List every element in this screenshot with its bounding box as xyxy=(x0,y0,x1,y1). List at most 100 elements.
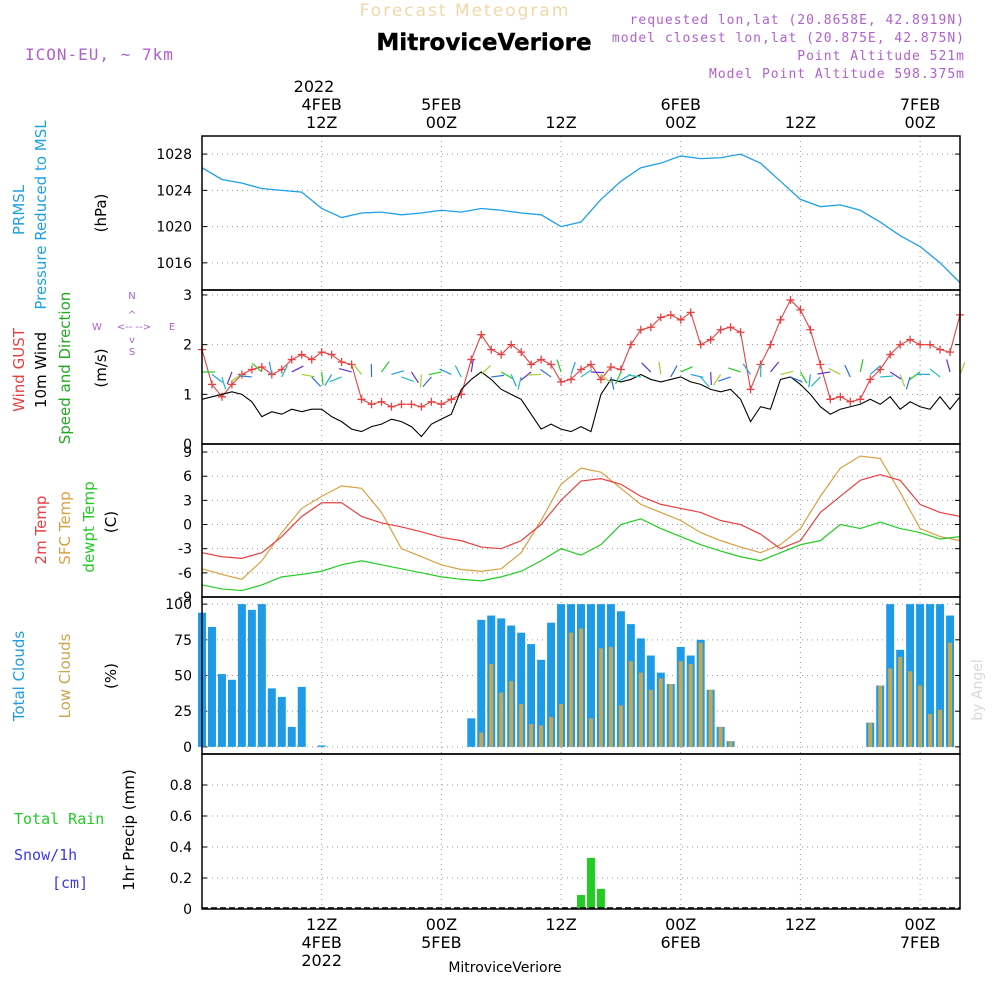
y-tick-label: 0 xyxy=(183,902,192,918)
y-tick-label: 9 xyxy=(183,445,192,461)
clouds-panel: 0 25 50 75 100 xyxy=(165,596,961,756)
total-cloud-bar xyxy=(247,609,256,747)
wind-arrow xyxy=(590,371,604,374)
wind-arrow xyxy=(301,373,315,378)
gust-marker xyxy=(886,350,895,359)
gust-marker xyxy=(497,350,506,359)
wind-arrow xyxy=(889,371,902,380)
wind-arrow xyxy=(329,376,342,383)
grid-lines xyxy=(202,444,960,598)
compass-vert: ^ xyxy=(128,310,136,321)
gust-marker xyxy=(437,400,446,409)
low-cloud-bar xyxy=(658,678,663,747)
y-tick-label: -3 xyxy=(178,542,192,558)
wind-arrow xyxy=(905,376,911,390)
gust-marker xyxy=(706,335,715,344)
pressure-label: Pressure Reduced to MSL xyxy=(32,120,50,310)
dew-label: dewpt Temp xyxy=(80,481,98,572)
model-label: ICON-EU, ~ 7km xyxy=(25,45,174,64)
pressure-unit: (hPa) xyxy=(92,194,110,233)
low-cloud-bar xyxy=(638,672,643,747)
wind-arrow xyxy=(770,361,780,373)
wind-dir-label: Speed and Direction xyxy=(56,292,74,445)
wind-arrow xyxy=(338,368,352,373)
low-cloud-bar xyxy=(698,642,703,747)
low-cloud-bar xyxy=(618,705,623,747)
total-cloud-bar xyxy=(257,604,266,747)
wind-arrow xyxy=(470,359,474,373)
top-tick-day: 7FEB xyxy=(900,95,940,114)
gust-marker xyxy=(676,315,685,324)
total-cloud-bar xyxy=(537,659,546,747)
chart-title: Forecast Meteogram xyxy=(360,1,571,21)
y-tick-label: 1024 xyxy=(156,183,192,199)
top-tick-hour: 00Z xyxy=(426,113,457,132)
low-cloud-bar xyxy=(519,704,524,747)
gust-marker xyxy=(786,295,795,304)
low-cloud-bar xyxy=(928,714,933,747)
gust-marker xyxy=(387,402,396,411)
wind-arrow xyxy=(946,359,951,373)
low-cloud-bar xyxy=(529,724,534,747)
wind-arrow xyxy=(790,376,803,383)
gust-marker xyxy=(227,380,236,389)
bottom-tick-day: 7FEB xyxy=(900,933,940,952)
gust-marker xyxy=(606,363,615,371)
gust-marker xyxy=(457,390,466,399)
total-cloud-bar xyxy=(207,626,216,747)
total-cloud-bar xyxy=(497,618,506,747)
wind-arrow xyxy=(670,365,678,378)
gust-marker xyxy=(766,340,775,349)
panel-frame xyxy=(201,753,961,910)
wind-arrow xyxy=(556,359,562,373)
y-tick-label: 0.8 xyxy=(170,778,192,794)
wind-arrow xyxy=(627,374,641,378)
total-cloud-bar xyxy=(217,674,226,747)
low-cloud-bar xyxy=(708,689,713,747)
header: Forecast Meteogram MitroviceVeriore ICON… xyxy=(25,1,964,96)
gust-marker xyxy=(656,313,665,322)
panel-frame xyxy=(201,443,961,598)
wind-arrow xyxy=(251,362,263,373)
total-cloud-bar xyxy=(557,604,566,747)
gust-marker xyxy=(427,397,436,406)
wind-arrow xyxy=(480,364,492,375)
low-cloud-bar xyxy=(499,692,504,747)
wind-arrow xyxy=(929,368,941,378)
y-tick-label: 75 xyxy=(174,633,192,649)
wind-arrow xyxy=(281,364,289,378)
wind-arrow xyxy=(428,371,442,376)
wind-arrow xyxy=(859,359,864,373)
low-cloud-bar xyxy=(648,689,653,747)
total-cloud-bar xyxy=(527,644,536,747)
wind-arrow xyxy=(899,374,906,387)
gust-marker xyxy=(557,377,566,386)
wind-arrow xyxy=(728,367,741,373)
gust-marker xyxy=(447,395,456,404)
compass-s: S xyxy=(129,347,135,358)
wind-arrow xyxy=(712,374,722,386)
wind-arrow xyxy=(540,368,552,378)
gust-marker xyxy=(906,335,915,344)
total-cloud-bar xyxy=(477,619,486,747)
gust-marker xyxy=(397,400,406,409)
y-tick-label: 50 xyxy=(174,669,192,685)
low-cloud-bar xyxy=(598,648,603,747)
y-tick-label: 3 xyxy=(183,288,192,304)
temp-line xyxy=(201,473,961,559)
wind-arrow xyxy=(680,366,693,373)
wind-arrow xyxy=(221,376,227,390)
low-cloud-bar xyxy=(938,709,943,747)
gust-marker xyxy=(596,375,605,384)
total-cloud-bar xyxy=(227,679,236,747)
y-tick-label: 1028 xyxy=(156,147,192,163)
gust-marker xyxy=(577,365,585,374)
wind-arrow xyxy=(570,361,576,375)
wind-arrow xyxy=(880,375,894,378)
wind-arrow xyxy=(419,374,423,388)
gust-marker xyxy=(696,340,705,349)
low-cloud-bar xyxy=(539,725,544,747)
total-cloud-bar xyxy=(916,604,925,747)
precip-bar xyxy=(586,857,595,909)
compass-n: N xyxy=(128,291,135,302)
